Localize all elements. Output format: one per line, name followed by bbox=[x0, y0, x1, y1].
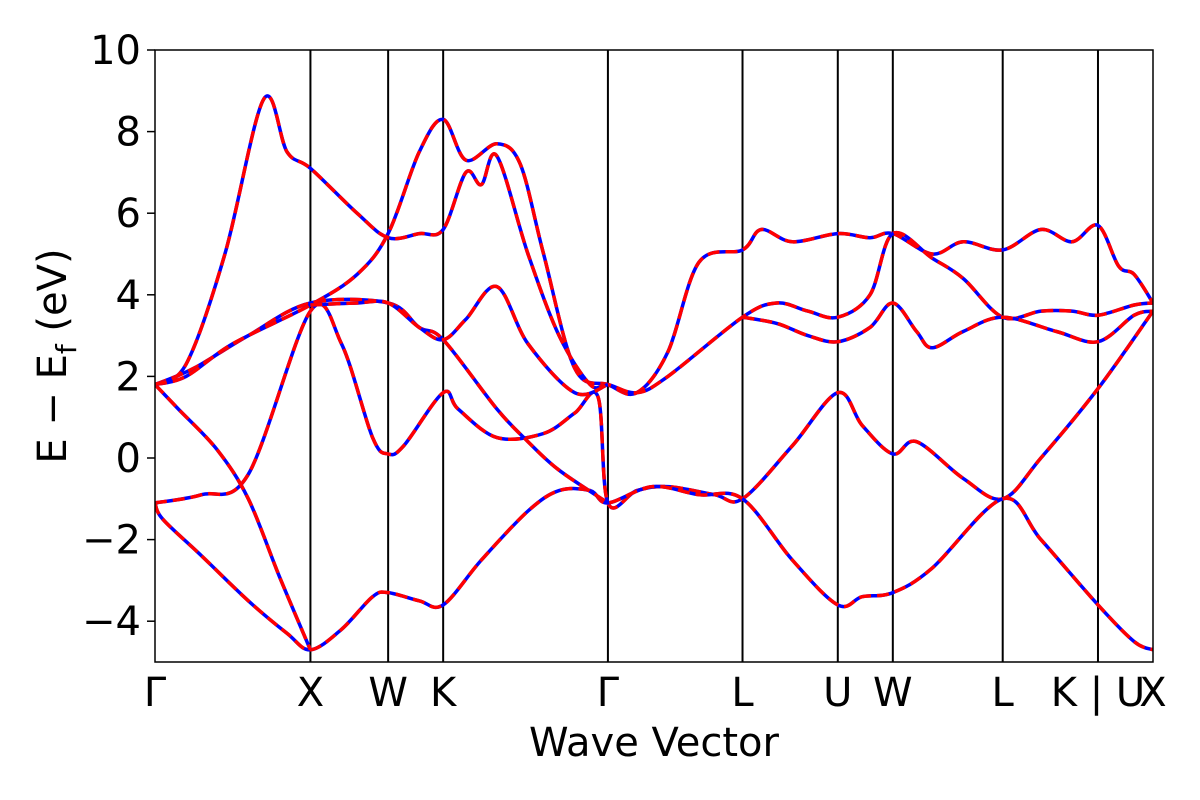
x-tick-label: X bbox=[297, 670, 324, 716]
x-tick-label: W bbox=[873, 670, 913, 716]
y-axis-label-subscript: f bbox=[50, 343, 83, 354]
plot-frame bbox=[154, 49, 1154, 663]
band-line-red-dashed bbox=[155, 94, 1153, 395]
band-line-red-dashed bbox=[155, 484, 1153, 652]
x-tick-label: Γ bbox=[144, 670, 167, 716]
band-line-red-dashed bbox=[155, 302, 1153, 510]
band-lines bbox=[155, 94, 1153, 652]
band-line-red-dashed bbox=[155, 383, 313, 651]
x-tick-label: X bbox=[1139, 670, 1166, 716]
x-tick-label: K bbox=[430, 670, 458, 716]
y-tick-label: 0 bbox=[116, 436, 141, 482]
y-axis-label-main: E − E bbox=[30, 354, 76, 464]
x-tick-label: K | U bbox=[1051, 670, 1145, 716]
y-tick-label: 10 bbox=[90, 28, 141, 74]
x-axis-label: Wave Vector bbox=[529, 720, 780, 766]
y-axis-label: E − Ef (eV) bbox=[30, 248, 83, 463]
x-tick-label: Γ bbox=[597, 670, 620, 716]
y-axis-label-unit: (eV) bbox=[30, 248, 76, 344]
y-tick-label: −4 bbox=[82, 599, 141, 645]
band-line-red-dashed bbox=[742, 301, 1153, 350]
x-tick-label: L bbox=[992, 670, 1015, 716]
y-tick-label: 4 bbox=[116, 273, 141, 319]
y-tick-label: 8 bbox=[116, 110, 141, 156]
x-tick-label: U bbox=[823, 670, 852, 716]
y-axis-ticks: −4 −2 0 2 4 6 8 10 bbox=[82, 28, 155, 645]
band-line-red-dashed bbox=[155, 117, 1153, 397]
high-symmetry-lines bbox=[309, 50, 1099, 662]
band-line-red-dashed bbox=[310, 284, 609, 397]
y-tick-label: 2 bbox=[116, 354, 141, 400]
y-tick-label: 6 bbox=[116, 191, 141, 237]
x-tick-label: W bbox=[368, 670, 408, 716]
x-tick-label: L bbox=[731, 670, 754, 716]
y-tick-label: −2 bbox=[82, 518, 141, 564]
